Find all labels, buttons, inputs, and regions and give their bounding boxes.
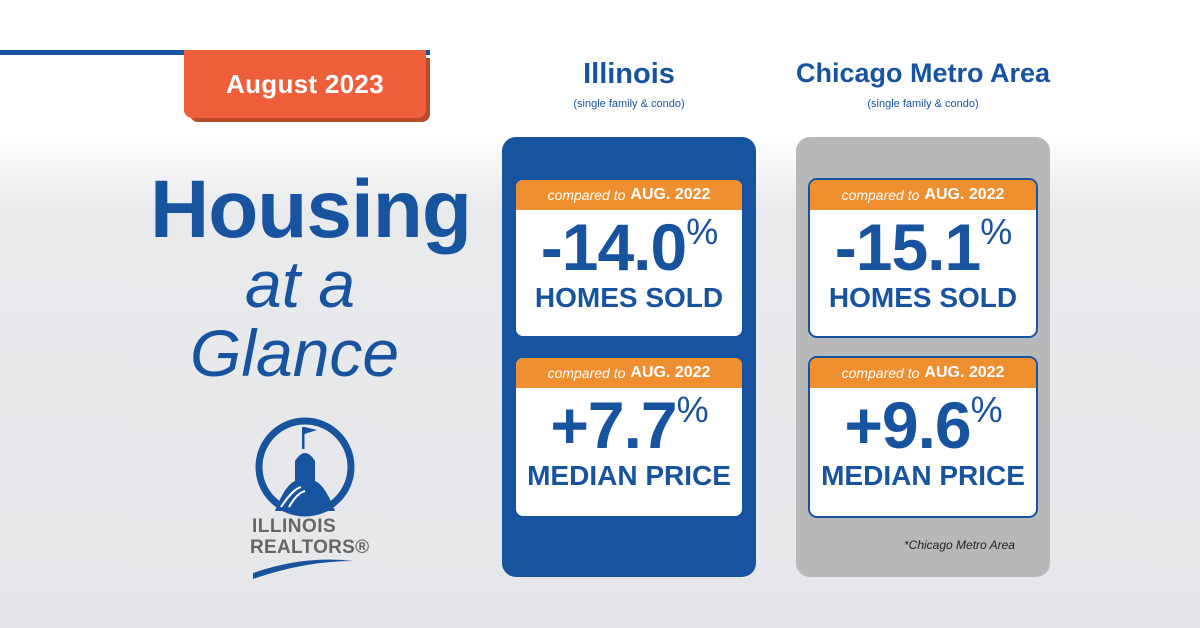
median-price-change: +9.6%	[810, 388, 1036, 462]
median-price-change: +7.7%	[516, 388, 742, 462]
chicago-footnote: *Chicago Metro Area	[904, 538, 1015, 552]
chicago-median-price-card: compared to AUG. 2022 +9.6% MEDIAN PRICE	[808, 356, 1038, 518]
card-compare-header: compared to AUG. 2022	[516, 180, 742, 210]
compare-prefix: compared to	[547, 365, 626, 381]
logo-text-illinois: ILLINOIS	[252, 516, 337, 537]
card-compare-header: compared to AUG. 2022	[810, 180, 1036, 210]
headline-line2: at a	[245, 247, 356, 321]
value-number: +9.6	[844, 388, 971, 462]
illinois-subtitle: (single family & condo)	[573, 98, 685, 110]
chicago-panel: compared to AUG. 2022 -15.1% HOMES SOLD …	[796, 137, 1050, 577]
percent-sign: %	[676, 389, 709, 430]
median-price-label: MEDIAN PRICE	[821, 460, 1025, 491]
illinois-homes-sold-card: compared to AUG. 2022 -14.0% HOMES SOLD	[514, 178, 744, 338]
compare-prefix: compared to	[841, 187, 920, 203]
value-number: -15.1	[834, 210, 981, 284]
compare-period: AUG. 2022	[924, 364, 1005, 381]
headline-line3: Glance	[190, 316, 400, 390]
illinois-panel: compared to AUG. 2022 -14.0% HOMES SOLD …	[502, 137, 756, 577]
illinois-median-price-card: compared to AUG. 2022 +7.7% MEDIAN PRICE	[514, 356, 744, 518]
homes-sold-change: -14.0%	[516, 210, 742, 284]
value-number: -14.0	[540, 210, 687, 284]
value-number: +7.7	[550, 388, 677, 462]
chicago-homes-sold-card: compared to AUG. 2022 -15.1% HOMES SOLD	[808, 178, 1038, 338]
percent-sign: %	[686, 211, 718, 252]
card-compare-header: compared to AUG. 2022	[516, 358, 742, 388]
homes-sold-change: -15.1%	[810, 210, 1036, 284]
compare-prefix: compared to	[547, 187, 626, 203]
date-tab: August 2023	[184, 50, 426, 118]
illinois-realtors-logo-icon	[253, 417, 355, 579]
homes-sold-label: HOMES SOLD	[828, 282, 1018, 313]
card-compare-header: compared to AUG. 2022	[810, 358, 1036, 388]
compare-period: AUG. 2022	[630, 186, 711, 203]
median-price-label: MEDIAN PRICE	[527, 460, 731, 491]
compare-period: AUG. 2022	[924, 186, 1005, 203]
illinois-title: Illinois	[583, 58, 675, 90]
percent-sign: %	[970, 389, 1003, 430]
homes-sold-label: HOMES SOLD	[534, 282, 724, 313]
percent-sign: %	[980, 211, 1012, 252]
compare-prefix: compared to	[841, 365, 920, 381]
chicago-subtitle: (single family & condo)	[867, 98, 979, 110]
headline: Housing at a Glance	[150, 164, 480, 390]
headline-line1: Housing	[150, 164, 472, 255]
logo-text-realtors: REALTORS®	[250, 537, 370, 558]
chicago-title: Chicago Metro Area	[795, 58, 1051, 88]
compare-period: AUG. 2022	[630, 364, 711, 381]
